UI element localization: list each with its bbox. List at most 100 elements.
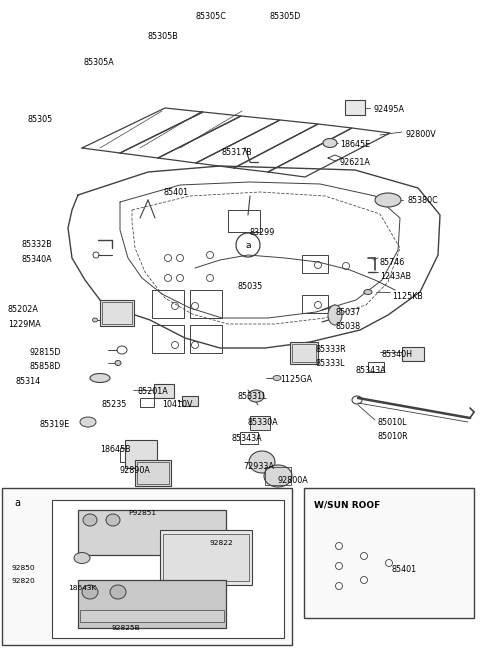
- Text: P92851: P92851: [128, 510, 156, 516]
- Bar: [152, 325, 184, 353]
- Text: 92495A: 92495A: [373, 105, 404, 114]
- Text: 85305C: 85305C: [195, 12, 226, 21]
- Text: 85340H: 85340H: [382, 350, 413, 359]
- Ellipse shape: [110, 585, 126, 599]
- Bar: [345, 100, 365, 115]
- Bar: [152, 290, 184, 318]
- Text: 85305D: 85305D: [270, 12, 301, 21]
- Ellipse shape: [74, 553, 90, 564]
- Bar: [125, 440, 157, 468]
- Text: 85333R: 85333R: [315, 345, 346, 354]
- Bar: [78, 580, 226, 628]
- Bar: [302, 255, 328, 273]
- Text: 85305: 85305: [28, 115, 53, 124]
- Text: 1125GA: 1125GA: [280, 375, 312, 384]
- Bar: [290, 342, 318, 364]
- Text: 85340A: 85340A: [22, 255, 53, 264]
- Ellipse shape: [93, 318, 97, 322]
- Text: 85305B: 85305B: [148, 32, 179, 41]
- Text: 85010L: 85010L: [378, 418, 408, 427]
- Bar: [190, 325, 222, 353]
- Bar: [163, 534, 249, 581]
- Bar: [100, 300, 134, 326]
- Ellipse shape: [364, 290, 372, 294]
- Bar: [102, 302, 132, 324]
- Text: 1243AB: 1243AB: [380, 272, 411, 281]
- Text: W/SUN ROOF: W/SUN ROOF: [314, 500, 380, 509]
- Text: 1229MA: 1229MA: [8, 320, 41, 329]
- Bar: [154, 384, 174, 398]
- Text: 85401: 85401: [163, 188, 188, 197]
- Text: 85746: 85746: [380, 258, 405, 267]
- Bar: [52, 500, 284, 638]
- Bar: [160, 530, 252, 585]
- Text: 92850: 92850: [12, 565, 36, 571]
- Text: 83299: 83299: [250, 228, 276, 237]
- Text: 92815D: 92815D: [30, 348, 61, 357]
- Text: a: a: [14, 498, 20, 508]
- Ellipse shape: [90, 373, 110, 382]
- Text: 92621A: 92621A: [340, 158, 371, 167]
- Bar: [78, 510, 226, 555]
- Bar: [182, 396, 198, 406]
- Ellipse shape: [248, 390, 264, 402]
- Text: 18645B: 18645B: [100, 445, 131, 454]
- Ellipse shape: [323, 139, 337, 148]
- Text: 85343A: 85343A: [232, 434, 263, 443]
- Bar: [250, 416, 270, 430]
- Ellipse shape: [264, 465, 292, 487]
- Text: 85343A: 85343A: [355, 366, 385, 375]
- Bar: [368, 362, 384, 372]
- Bar: [402, 347, 424, 361]
- Ellipse shape: [115, 361, 121, 365]
- Text: 85201A: 85201A: [138, 387, 169, 396]
- Text: 85035: 85035: [237, 282, 262, 291]
- Text: 85010R: 85010R: [378, 432, 408, 441]
- Text: a: a: [245, 240, 251, 250]
- Bar: [2, 488, 292, 645]
- Text: 92822: 92822: [210, 540, 234, 546]
- Text: 85331L: 85331L: [238, 392, 267, 401]
- Text: 85317B: 85317B: [222, 148, 253, 157]
- Text: 85401: 85401: [392, 565, 417, 574]
- Text: 85858D: 85858D: [30, 362, 61, 371]
- Text: 85037: 85037: [336, 308, 361, 317]
- Text: 85235: 85235: [102, 400, 127, 409]
- Bar: [135, 460, 171, 486]
- Text: 85332B: 85332B: [22, 240, 53, 249]
- Text: 85305A: 85305A: [83, 58, 114, 67]
- Bar: [240, 432, 258, 444]
- Ellipse shape: [82, 585, 98, 599]
- Text: 92800A: 92800A: [278, 476, 309, 485]
- Text: 85319E: 85319E: [40, 420, 70, 429]
- Text: 1125KB: 1125KB: [392, 292, 423, 301]
- Text: 85202A: 85202A: [8, 305, 39, 314]
- Text: 92800V: 92800V: [405, 130, 436, 139]
- Ellipse shape: [328, 305, 342, 325]
- Text: 85380C: 85380C: [408, 196, 439, 205]
- Text: 18643K: 18643K: [68, 585, 96, 591]
- Ellipse shape: [83, 514, 97, 526]
- Bar: [292, 344, 316, 362]
- Text: 85330A: 85330A: [248, 418, 278, 427]
- Text: 10410V: 10410V: [162, 400, 192, 409]
- Bar: [228, 210, 260, 232]
- Text: 85314: 85314: [16, 377, 41, 386]
- Ellipse shape: [375, 193, 401, 207]
- Text: 92825B: 92825B: [112, 625, 141, 631]
- Text: 85333L: 85333L: [315, 359, 345, 368]
- Bar: [302, 295, 328, 313]
- Ellipse shape: [106, 514, 120, 526]
- Bar: [190, 290, 222, 318]
- Text: 18645E: 18645E: [340, 140, 370, 149]
- Text: 72933A: 72933A: [243, 462, 274, 471]
- Text: 85038: 85038: [336, 322, 361, 331]
- Ellipse shape: [80, 417, 96, 427]
- Text: 92890A: 92890A: [120, 466, 151, 475]
- Bar: [304, 488, 474, 618]
- Ellipse shape: [273, 376, 281, 380]
- Ellipse shape: [249, 451, 275, 473]
- Bar: [80, 610, 224, 622]
- Bar: [140, 398, 154, 407]
- Bar: [137, 462, 169, 484]
